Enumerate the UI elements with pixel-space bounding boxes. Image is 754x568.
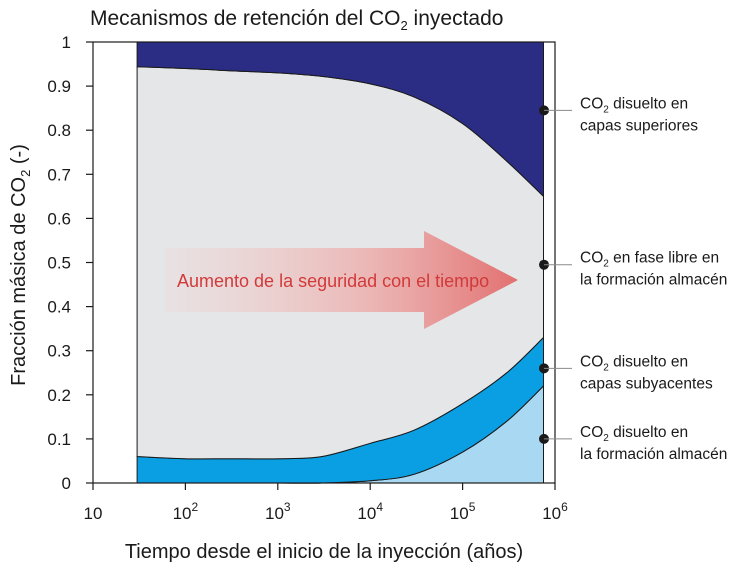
x-tick-label: 102 xyxy=(173,500,199,523)
annotation-line2: capas superiores xyxy=(580,117,698,134)
y-axis: 0 0.1 0.2 0.3 0.4 0.5 0.6 0.7 0.8 0.9 1 xyxy=(47,33,93,493)
chart-title: Mecanismos de retención del CO2 inyectad… xyxy=(90,7,503,33)
x-tick-label: 103 xyxy=(265,500,291,523)
x-tick-label: 106 xyxy=(542,500,568,523)
y-tick-label: 1 xyxy=(62,33,71,52)
y-tick-label: 0.5 xyxy=(47,254,71,273)
x-tick-label: 10 xyxy=(84,504,103,523)
y-tick-label: 0.7 xyxy=(47,165,71,184)
x-axis: 10 102 103 104 105 106 xyxy=(84,483,568,523)
x-tick-label: 105 xyxy=(450,500,476,523)
y-tick-label: 0.4 xyxy=(47,298,71,317)
y-tick-label: 0.3 xyxy=(47,342,71,361)
annotations: CO2 disuelto en capas superiores CO2 en fa… xyxy=(539,95,727,463)
arrow-label: Aumento de la seguridad con el tiempo xyxy=(177,271,489,291)
annotation-line1: CO2 disuelto en xyxy=(580,424,688,444)
x-tick-label: 104 xyxy=(357,500,383,523)
y-tick-label: 0.2 xyxy=(47,386,71,405)
arrow-shape xyxy=(165,231,518,329)
annotation-line2: la formación almacén xyxy=(580,446,727,463)
y-axis-label: Fracción másica de CO2 (-) xyxy=(8,144,33,386)
y-tick-label: 0.8 xyxy=(47,121,71,140)
y-tick-label: 0 xyxy=(62,474,71,493)
annotation-line2: la formación almacén xyxy=(580,272,727,289)
annotation-line1: CO2 disuelto en xyxy=(580,95,688,115)
annotation-line2: capas subyacentes xyxy=(580,375,713,392)
y-tick-label: 0.1 xyxy=(47,430,71,449)
y-tick-label: 0.9 xyxy=(47,77,71,96)
y-tick-label: 0.6 xyxy=(47,209,71,228)
annotation-line1: CO2 disuelto en xyxy=(580,353,688,373)
x-axis-label: Tiempo desde el inicio de la inyección (… xyxy=(125,541,523,563)
direction-arrow: Aumento de la seguridad con el tiempo xyxy=(165,231,518,329)
annotation-line1: CO2 en fase libre en xyxy=(580,250,719,270)
